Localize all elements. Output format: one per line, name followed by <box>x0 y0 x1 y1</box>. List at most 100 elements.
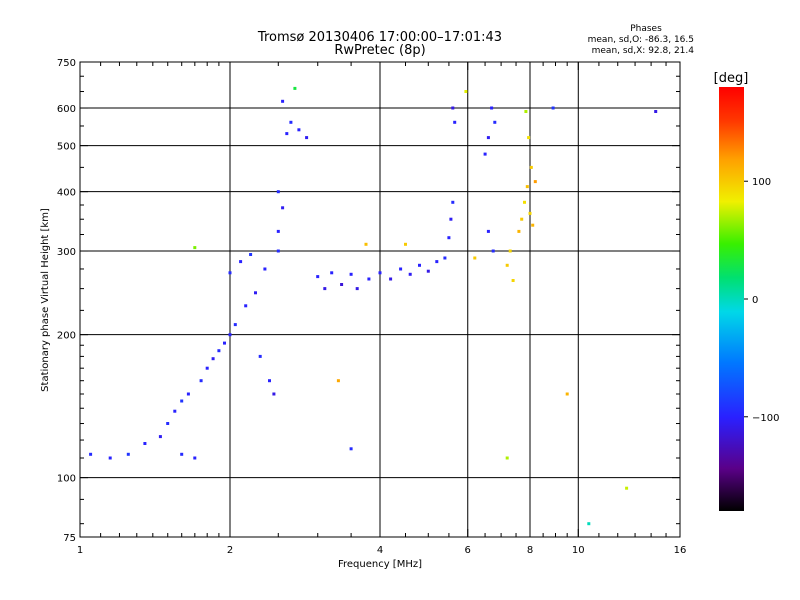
data-point-series-2 <box>263 267 267 271</box>
data-point-series-5 <box>523 200 526 204</box>
data-point-series-5 <box>529 165 533 169</box>
data-point-series-3 <box>316 275 320 279</box>
data-point-series-2 <box>233 323 237 327</box>
data-point-series-5 <box>508 249 512 253</box>
data-point-series-4 <box>483 152 487 156</box>
data-point-series-5 <box>517 229 521 233</box>
data-point-series-1 <box>217 349 221 353</box>
data-point-series-4 <box>453 120 457 124</box>
data-point-series-1 <box>205 366 209 370</box>
colorbar <box>719 87 744 511</box>
data-point-series-2 <box>272 392 276 396</box>
data-point-series-2 <box>258 354 262 358</box>
x-tick-label: 6 <box>465 545 471 556</box>
phases-o-stats: mean, sd,O: -86.3, 16.5 <box>588 35 694 45</box>
data-point-series-2 <box>239 260 243 264</box>
data-point-series-5 <box>525 185 529 189</box>
data-point-series-2 <box>285 132 289 136</box>
phases-heading: Phases <box>630 24 662 34</box>
data-point-series-2 <box>281 206 285 210</box>
data-point-series-1 <box>199 379 203 383</box>
data-point-series-4 <box>490 106 494 110</box>
data-point-series-4 <box>447 236 451 240</box>
data-point-series-7 <box>505 456 509 460</box>
data-point-series-3 <box>355 287 359 291</box>
data-point-series-4 <box>491 249 495 253</box>
data-point-series-1 <box>89 452 93 456</box>
x-tick-label: 1 <box>77 545 83 556</box>
data-point-series-4 <box>486 136 490 140</box>
data-point-series-5 <box>520 217 524 221</box>
data-point-series-1 <box>180 452 184 456</box>
data-point-series-3 <box>349 272 353 276</box>
x-tick-label: 8 <box>527 545 533 556</box>
data-point-series-5 <box>364 242 368 246</box>
data-point-series-1 <box>108 456 112 460</box>
chart-subtitle: RwPretec (8p) <box>334 43 425 58</box>
data-point-series-3 <box>408 272 412 276</box>
data-point-series-2 <box>297 128 301 132</box>
data-point-series-7 <box>654 110 658 113</box>
x-tick-label: 10 <box>572 545 585 556</box>
data-point-series-5 <box>336 379 340 383</box>
data-point-series-1 <box>166 422 170 425</box>
data-point-series-6 <box>293 86 297 90</box>
data-point-series-2 <box>249 253 253 256</box>
data-point-series-1 <box>126 452 130 456</box>
data-point-series-3 <box>399 267 403 271</box>
data-point-series-2 <box>305 136 309 140</box>
data-point-series-2 <box>276 249 280 253</box>
y-tick-label: 200 <box>57 331 76 342</box>
phases-x-stats: mean, sd,X: 92.8, 21.4 <box>592 46 695 56</box>
data-point-series-3 <box>367 277 371 281</box>
data-point-series-6 <box>533 180 537 184</box>
data-point-series-3 <box>418 263 421 267</box>
x-tick-label: 16 <box>674 545 687 556</box>
data-point-series-2 <box>276 229 280 233</box>
data-point-series-4 <box>493 120 497 124</box>
colorbar-ticks: 100 0 −100 <box>744 177 779 424</box>
data-point-series-3 <box>323 287 327 291</box>
data-point-series-3 <box>330 271 334 275</box>
y-tick-label: 300 <box>57 247 76 258</box>
data-point-series-2 <box>228 333 232 337</box>
data-point-series-2 <box>281 99 285 103</box>
data-point-series-4 <box>486 229 490 233</box>
y-tick-label: 100 <box>57 474 76 485</box>
x-tick-label: 2 <box>227 545 233 556</box>
data-point-series-7 <box>625 486 629 490</box>
data-point-series-5 <box>505 263 509 267</box>
y-tick-label: 750 <box>57 58 76 69</box>
data-point-series-1 <box>173 409 177 413</box>
data-point-series-5 <box>527 136 531 140</box>
data-point-series-6 <box>524 110 528 113</box>
colorbar-tick-label: 0 <box>752 295 758 306</box>
data-points <box>89 86 658 526</box>
colorbar-tick-label: 100 <box>752 177 771 188</box>
colorbar-tick-label: −100 <box>752 413 779 424</box>
data-point-series-2 <box>276 190 280 194</box>
colorbar-label: [deg] <box>714 71 749 86</box>
data-point-series-1 <box>211 357 215 361</box>
axis-ticks: 1 2 4 6 8 10 16 75 100 200 300 400 500 600 750 <box>57 58 686 556</box>
data-point-series-2 <box>268 379 271 383</box>
data-point-series-4 <box>449 217 453 221</box>
data-point-series-1 <box>193 456 197 460</box>
data-point-series-3 <box>389 277 393 281</box>
data-point-series-5 <box>473 256 477 260</box>
data-point-series-3 <box>340 283 344 286</box>
y-tick-label: 600 <box>57 104 76 115</box>
data-point-series-5 <box>511 279 515 282</box>
data-point-series-1 <box>180 399 184 403</box>
data-point-series-6 <box>349 447 353 451</box>
data-point-series-3 <box>378 271 382 275</box>
y-tick-label: 500 <box>57 142 76 153</box>
data-point-series-2 <box>244 304 248 308</box>
data-point-series-1 <box>223 341 226 345</box>
data-point-series-2 <box>289 120 293 124</box>
x-tick-label: 4 <box>377 545 383 556</box>
data-point-series-1 <box>158 435 162 439</box>
data-point-series-3 <box>435 260 439 264</box>
gridlines <box>80 62 680 537</box>
